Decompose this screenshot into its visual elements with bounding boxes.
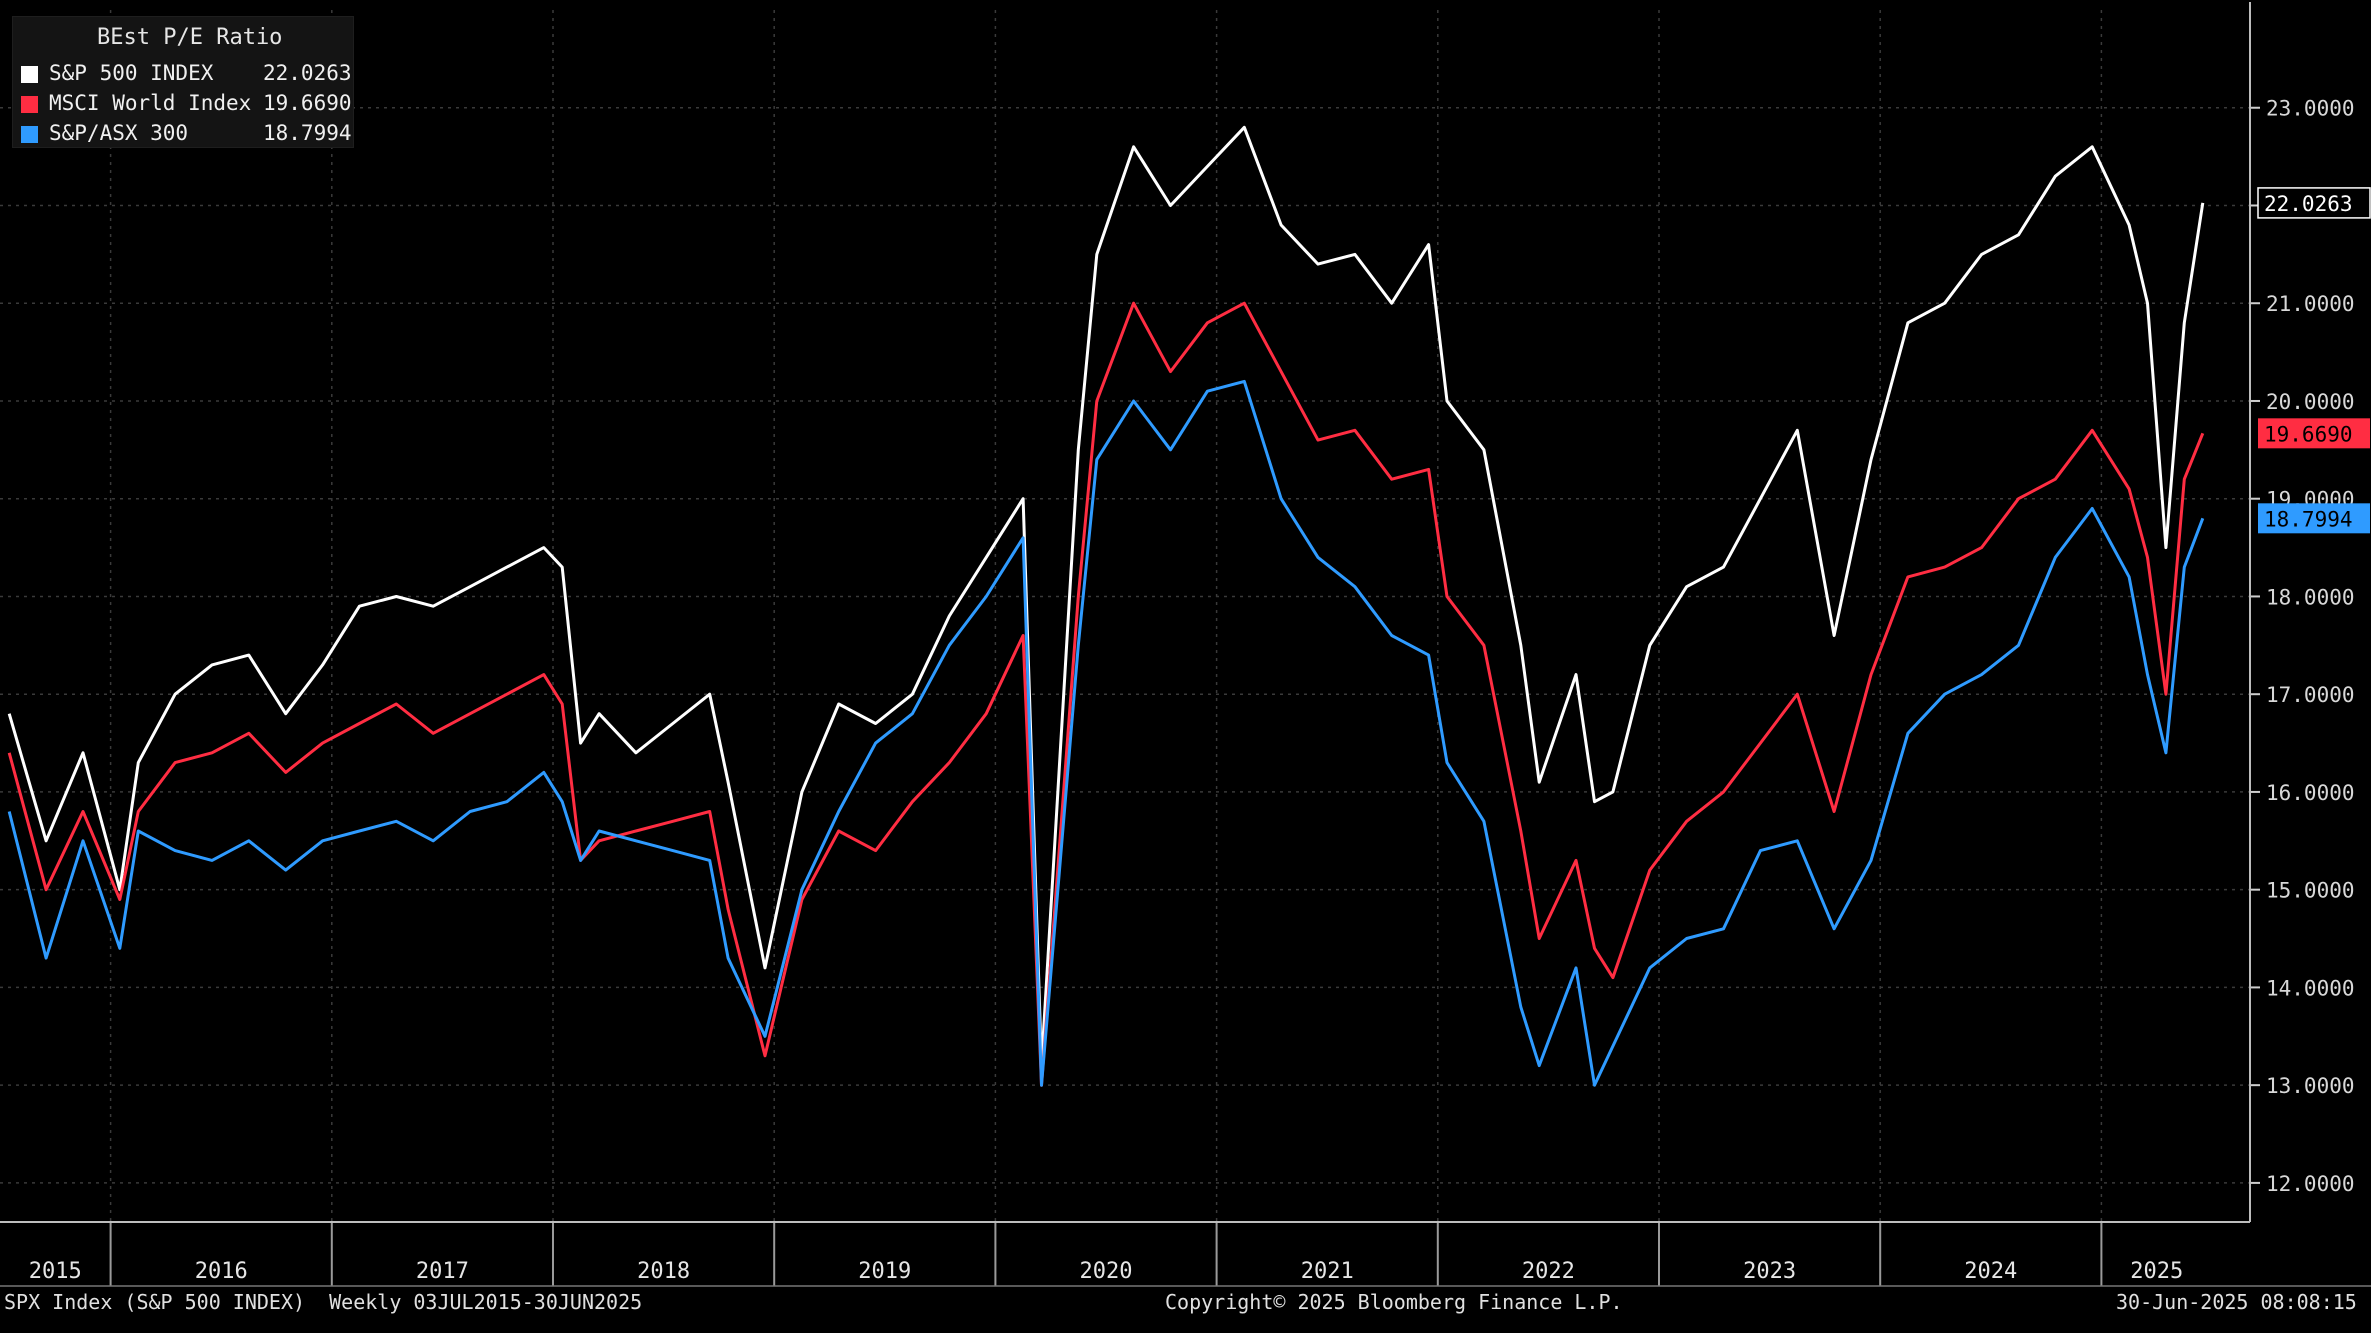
legend-swatch-sp500 [21, 66, 38, 83]
x-tick-label: 2015 [29, 1259, 82, 1284]
legend-item-sp500: S&P 500 INDEX 22.0263 [21, 61, 352, 89]
last-value-tag-2 [2258, 503, 2370, 534]
legend-swatch-msci-world [21, 96, 38, 113]
y-tick-label: 14.0000 [2266, 976, 2355, 1000]
y-tick-label: 20.0000 [2266, 390, 2355, 414]
chart-title: BEst P/E Ratio [97, 25, 283, 50]
x-tick-label: 2016 [195, 1259, 248, 1284]
series-lines [7, 125, 2205, 1087]
x-tick-label: 2019 [858, 1259, 911, 1284]
legend-item-asx300: S&P/ASX 300 18.7994 [21, 121, 352, 149]
x-tick-label: 2020 [1080, 1259, 1133, 1284]
grid-lines [0, 10, 2250, 1222]
legend-label-msci-world: MSCI World Index [49, 91, 252, 115]
x-tick-label: 2023 [1743, 1259, 1796, 1284]
last-value-label-0: 22.0263 [2264, 192, 2353, 216]
legend-label-asx300: S&P/ASX 300 [49, 121, 189, 145]
footer-ticker-info: SPX Index (S&P 500 INDEX) Weekly 03JUL20… [4, 1290, 643, 1314]
y-tick-label: 17.0000 [2266, 683, 2355, 707]
last-value-label-2: 18.7994 [2264, 507, 2353, 531]
legend-value-msci-world: 19.6690 [263, 91, 352, 115]
chart-footer: SPX Index (S&P 500 INDEX) Weekly 03JUL20… [0, 1288, 2371, 1318]
last-value-tag-1 [2258, 418, 2370, 449]
footer-timestamp: 30-Jun-2025 08:08:15 [2116, 1290, 2357, 1314]
y-tick-label: 21.0000 [2266, 292, 2355, 316]
footer-copyright: Copyright© 2025 Bloomberg Finance L.P. [1165, 1290, 1623, 1314]
x-tick-label: 2018 [637, 1259, 690, 1284]
x-tick-label: 2024 [1964, 1259, 2017, 1284]
y-tick-label: 12.0000 [2266, 1172, 2355, 1196]
x-tick-label: 2017 [416, 1259, 469, 1284]
y-tick-label: 13.0000 [2266, 1074, 2355, 1098]
x-tick-label: 2025 [2130, 1259, 2183, 1284]
x-tick-label: 2022 [1522, 1259, 1575, 1284]
y-tick-label: 15.0000 [2266, 879, 2355, 903]
axes [0, 2, 2371, 1287]
legend: BEst P/E Ratio S&P 500 INDEX 22.0263 MSC… [12, 16, 354, 148]
legend-value-sp500: 22.0263 [263, 61, 352, 85]
series-line-0 [7, 125, 2205, 1068]
legend-value-asx300: 18.7994 [263, 121, 352, 145]
y-tick-label: 16.0000 [2266, 781, 2355, 805]
y-tick-label: 18.0000 [2266, 585, 2355, 609]
x-tick-label: 2021 [1301, 1259, 1354, 1284]
legend-swatch-asx300 [21, 126, 38, 143]
series-line-1 [7, 301, 2205, 1087]
axis-labels: 23.000022.000021.000020.000019.000018.00… [29, 97, 2371, 1284]
y-tick-label: 23.0000 [2266, 97, 2355, 121]
legend-item-msci-world: MSCI World Index 19.6690 [21, 91, 352, 119]
last-value-label-1: 19.6690 [2264, 422, 2353, 446]
last-value-tag-0 [2257, 187, 2371, 219]
series-line-2 [7, 379, 2205, 1087]
legend-label-sp500: S&P 500 INDEX [49, 61, 214, 85]
